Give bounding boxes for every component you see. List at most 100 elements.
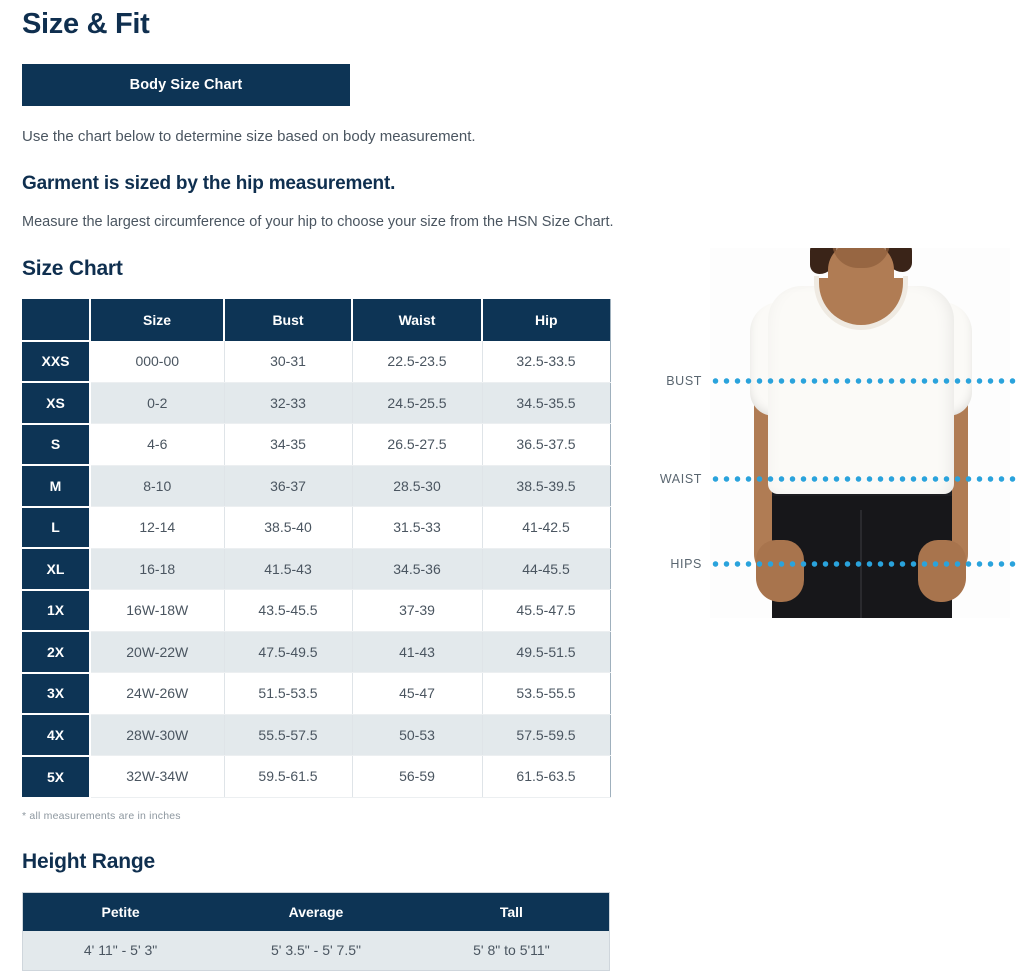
height-value-tall: 5' 8" to 5'11" xyxy=(413,930,610,971)
height-header-average: Average xyxy=(218,892,414,931)
hand-left xyxy=(756,540,804,602)
cell-hip: 32.5-33.5 xyxy=(482,340,610,383)
table-row: 5X 32W-34W 59.5-61.5 56-59 61.5-63.5 xyxy=(22,754,610,798)
table-row: 2X 20W-22W 47.5-49.5 41-43 49.5-51.5 xyxy=(22,630,610,674)
table-row: 4' 11" - 5' 3" 5' 3.5" - 5' 7.5" 5' 8" t… xyxy=(22,930,610,971)
size-label: S xyxy=(22,422,91,466)
cell-bust: 43.5-45.5 xyxy=(224,589,353,632)
hand-right xyxy=(918,540,966,602)
garment-sizing-heading: Garment is sized by the hip measurement. xyxy=(22,173,396,194)
measurements-footnote: * all measurements are in inches xyxy=(22,809,181,822)
size-label: L xyxy=(22,505,91,549)
cell-size: 28W-30W xyxy=(90,714,225,757)
table-row: XXS 000-00 30-31 22.5-23.5 32.5-33.5 xyxy=(22,339,610,383)
size-table-header-bust: Bust xyxy=(224,299,353,341)
cell-waist: 41-43 xyxy=(352,631,483,674)
bust-label: BUST xyxy=(666,374,702,388)
cell-hip: 45.5-47.5 xyxy=(482,589,610,632)
cell-size: 4-6 xyxy=(90,423,225,466)
size-fit-panel: Size & Fit Body Size Chart Use the chart… xyxy=(22,8,614,971)
size-label: 2X xyxy=(22,630,91,673)
table-row: S 4-6 34-35 26.5-27.5 36.5-37.5 xyxy=(22,422,610,466)
height-value-average: 5' 3.5" - 5' 7.5" xyxy=(218,930,414,971)
cell-bust: 51.5-53.5 xyxy=(224,672,353,715)
cell-waist: 37-39 xyxy=(352,589,483,632)
measure-line-waist: WAIST xyxy=(640,471,1024,487)
cell-hip: 53.5-55.5 xyxy=(482,672,610,715)
cell-waist: 56-59 xyxy=(352,755,483,798)
intro-text: Use the chart below to determine size ba… xyxy=(22,128,476,145)
dotted-line-icon xyxy=(710,561,1018,567)
cell-waist: 45-47 xyxy=(352,672,483,715)
cell-size: 24W-26W xyxy=(90,672,225,715)
size-table-header-row: Size Bust Waist Hip xyxy=(22,299,610,341)
model-photo xyxy=(710,248,1010,618)
cell-size: 000-00 xyxy=(90,340,225,383)
size-chart-table: Size Bust Waist Hip XXS 000-00 30-31 22.… xyxy=(22,299,611,798)
cell-bust: 30-31 xyxy=(224,340,353,383)
table-row: 4X 28W-30W 55.5-57.5 50-53 57.5-59.5 xyxy=(22,713,610,757)
cell-waist: 22.5-23.5 xyxy=(352,340,483,383)
cell-bust: 41.5-43 xyxy=(224,548,353,591)
cell-bust: 34-35 xyxy=(224,423,353,466)
cell-size: 16W-18W xyxy=(90,589,225,632)
garment-sizing-description: Measure the largest circumference of you… xyxy=(22,213,614,230)
cell-hip: 57.5-59.5 xyxy=(482,714,610,757)
measure-line-bust: BUST xyxy=(640,373,1024,389)
cell-size: 12-14 xyxy=(90,506,225,549)
dotted-line-icon xyxy=(710,378,1018,384)
height-range-heading: Height Range xyxy=(22,849,155,873)
table-row: M 8-10 36-37 28.5-30 38.5-39.5 xyxy=(22,464,610,508)
height-range-table: Petite Average Tall 4' 11" - 5' 3" 5' 3.… xyxy=(22,892,610,971)
cell-waist: 24.5-25.5 xyxy=(352,382,483,425)
size-label: XS xyxy=(22,381,91,424)
table-row: XS 0-2 32-33 24.5-25.5 34.5-35.5 xyxy=(22,381,610,425)
size-label: M xyxy=(22,464,91,507)
body-size-chart-button[interactable]: Body Size Chart xyxy=(22,64,350,106)
height-header-petite: Petite xyxy=(22,892,219,931)
cell-size: 16-18 xyxy=(90,548,225,591)
cell-size: 32W-34W xyxy=(90,755,225,798)
cell-size: 0-2 xyxy=(90,382,225,425)
cell-waist: 50-53 xyxy=(352,714,483,757)
cell-size: 20W-22W xyxy=(90,631,225,674)
cell-hip: 36.5-37.5 xyxy=(482,423,610,466)
size-table-header-corner xyxy=(22,299,91,341)
hips-label: HIPS xyxy=(670,557,702,571)
size-label: XXS xyxy=(22,339,91,383)
waist-label: WAIST xyxy=(659,472,702,486)
cell-waist: 34.5-36 xyxy=(352,548,483,591)
cell-waist: 28.5-30 xyxy=(352,465,483,508)
cell-bust: 47.5-49.5 xyxy=(224,631,353,674)
table-row: 3X 24W-26W 51.5-53.5 45-47 53.5-55.5 xyxy=(22,671,610,715)
cell-size: 8-10 xyxy=(90,465,225,508)
cell-hip: 41-42.5 xyxy=(482,506,610,549)
size-label: 5X xyxy=(22,754,91,798)
cell-hip: 44-45.5 xyxy=(482,548,610,591)
cell-hip: 38.5-39.5 xyxy=(482,465,610,508)
table-row: XL 16-18 41.5-43 34.5-36 44-45.5 xyxy=(22,547,610,591)
measurement-figure: BUST WAIST HIPS xyxy=(640,248,1024,628)
height-value-petite: 4' 11" - 5' 3" xyxy=(22,930,219,971)
measure-line-hips: HIPS xyxy=(640,556,1024,572)
cell-bust: 59.5-61.5 xyxy=(224,755,353,798)
size-table-header-waist: Waist xyxy=(352,299,483,341)
chin-shadow xyxy=(832,248,890,268)
cell-hip: 49.5-51.5 xyxy=(482,631,610,674)
size-chart-heading: Size Chart xyxy=(22,256,123,280)
page-title: Size & Fit xyxy=(22,8,150,40)
cell-waist: 31.5-33 xyxy=(352,506,483,549)
cell-waist: 26.5-27.5 xyxy=(352,423,483,466)
size-table-header-hip: Hip xyxy=(482,299,610,341)
cell-bust: 38.5-40 xyxy=(224,506,353,549)
height-header-tall: Tall xyxy=(413,892,610,931)
size-label: 4X xyxy=(22,713,91,756)
table-row: L 12-14 38.5-40 31.5-33 41-42.5 xyxy=(22,505,610,549)
cell-hip: 34.5-35.5 xyxy=(482,382,610,425)
size-label: XL xyxy=(22,547,91,590)
cell-hip: 61.5-63.5 xyxy=(482,755,610,798)
dotted-line-icon xyxy=(710,476,1018,482)
height-table-header-row: Petite Average Tall xyxy=(22,892,610,931)
cell-bust: 32-33 xyxy=(224,382,353,425)
size-table-header-size: Size xyxy=(90,299,225,341)
